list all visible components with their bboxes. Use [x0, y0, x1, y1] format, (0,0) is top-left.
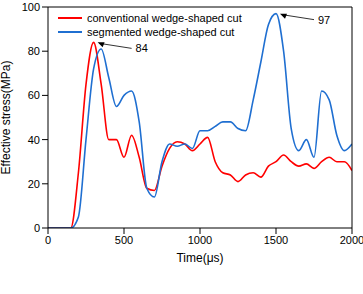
- svg-text:40: 40: [28, 134, 40, 146]
- svg-text:500: 500: [115, 234, 133, 246]
- html-text:conventional wedge-shaped cut: conventional wedge-shaped cut: [87, 12, 242, 24]
- svg-text:20: 20: [28, 178, 40, 190]
- svg-text:0: 0: [45, 234, 51, 246]
- html-text:segmented wedge-shaped cut: segmented wedge-shaped cut: [87, 26, 235, 38]
- svg-text:1500: 1500: [264, 234, 288, 246]
- svg-text:Effective stress(MPa): Effective stress(MPa): [8, 61, 13, 175]
- svg-text:60: 60: [28, 89, 40, 101]
- svg-text:2000: 2000: [340, 234, 355, 246]
- svg-text:84: 84: [136, 42, 148, 54]
- svg-text:97: 97: [318, 14, 330, 26]
- svg-text:1000: 1000: [188, 234, 212, 246]
- svg-text:Time(μs): Time(μs): [176, 251, 223, 265]
- svg-text:80: 80: [28, 45, 40, 57]
- svg-text:100: 100: [22, 1, 40, 13]
- svg-text:0: 0: [34, 222, 40, 234]
